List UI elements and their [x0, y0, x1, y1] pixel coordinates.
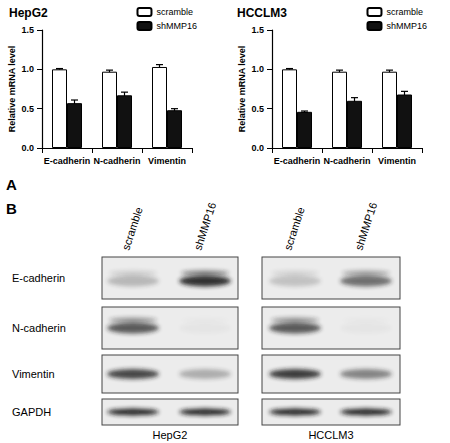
svg-text:N-cadherin: N-cadherin — [93, 156, 140, 166]
svg-text:shMMP16: shMMP16 — [352, 201, 379, 252]
svg-text:1.5: 1.5 — [251, 25, 264, 35]
svg-text:HCCLM3: HCCLM3 — [237, 6, 287, 20]
svg-text:1.0: 1.0 — [21, 64, 34, 74]
svg-text:E-cadherin: E-cadherin — [274, 156, 321, 166]
svg-text:HCCLM3: HCCLM3 — [308, 429, 353, 441]
html-text:A: A — [6, 176, 17, 193]
svg-text:N-cadherin: N-cadherin — [12, 322, 66, 334]
svg-text:1.5: 1.5 — [21, 25, 34, 35]
svg-text:Relative mRNA level: Relative mRNA level — [7, 46, 17, 133]
svg-text:GAPDH: GAPDH — [12, 406, 51, 418]
svg-text:scramble: scramble — [386, 7, 423, 17]
svg-text:Vimentin: Vimentin — [148, 156, 186, 166]
svg-text:HepG2: HepG2 — [9, 6, 48, 20]
svg-text:scramble: scramble — [156, 7, 193, 17]
svg-text:HepG2: HepG2 — [153, 429, 188, 441]
svg-text:Relative mRNA level: Relative mRNA level — [237, 46, 247, 133]
svg-text:0.5: 0.5 — [21, 104, 34, 114]
html-text:B: B — [6, 200, 17, 217]
svg-text:Vimentin: Vimentin — [378, 156, 416, 166]
svg-text:E-cadherin: E-cadherin — [44, 156, 91, 166]
svg-text:N-cadherin: N-cadherin — [323, 156, 370, 166]
svg-text:0.0: 0.0 — [21, 143, 34, 153]
svg-text:0.5: 0.5 — [251, 104, 264, 114]
svg-text:shMMP16: shMMP16 — [386, 21, 427, 31]
svg-text:E-cadherin: E-cadherin — [12, 272, 65, 284]
svg-text:shMMP16: shMMP16 — [191, 201, 218, 252]
svg-text:scramble: scramble — [119, 205, 144, 251]
svg-text:Vimentin: Vimentin — [12, 368, 55, 380]
svg-text:1.0: 1.0 — [251, 64, 264, 74]
svg-text:0.0: 0.0 — [251, 143, 264, 153]
svg-text:shMMP16: shMMP16 — [156, 21, 197, 31]
svg-text:scramble: scramble — [281, 205, 306, 251]
